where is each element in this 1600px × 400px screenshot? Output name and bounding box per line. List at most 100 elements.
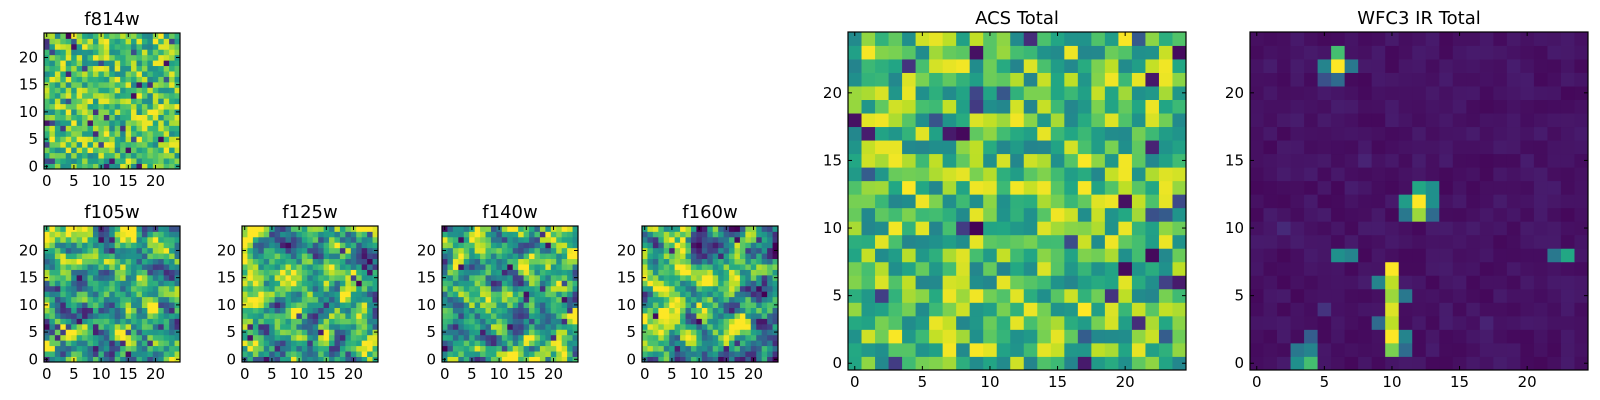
heatmap-cell (1104, 99, 1119, 114)
heatmap-cell (469, 253, 476, 260)
heatmap-cell (163, 318, 170, 325)
heatmap-cell (512, 274, 519, 281)
heatmap-cell (49, 136, 56, 143)
heatmap-cell (54, 109, 61, 115)
heatmap-cell (729, 334, 735, 341)
heatmap-cell (76, 236, 83, 243)
heatmap-cell (44, 103, 50, 110)
heatmap-cell (1452, 45, 1467, 60)
heatmap-cell (82, 163, 88, 170)
heatmap-cell (1520, 126, 1535, 141)
heatmap-cell (54, 318, 61, 325)
heatmap-cell (367, 307, 373, 314)
heatmap-cell (76, 231, 83, 238)
heatmap-cell (280, 285, 286, 292)
heatmap-cell (442, 334, 448, 341)
heatmap-cell (1493, 180, 1508, 195)
heatmap-cell (729, 264, 735, 270)
heatmap-cell (539, 340, 546, 347)
heatmap-cell (76, 98, 83, 105)
y-tick-label: 10 (823, 219, 842, 237)
heatmap-cell (1371, 167, 1386, 182)
heatmap-cell (87, 329, 94, 336)
heatmap-cell (1398, 113, 1413, 128)
heatmap-cell (452, 247, 459, 254)
heatmap-cell (169, 92, 175, 99)
heatmap-cell (550, 280, 557, 287)
heatmap-cell (147, 226, 154, 232)
heatmap-cell (65, 231, 72, 238)
heatmap-cell (523, 269, 530, 276)
heatmap-cell (1452, 140, 1467, 155)
heatmap-cell (983, 126, 998, 141)
heatmap-cell (1064, 248, 1079, 263)
heatmap-cell (490, 280, 497, 287)
heatmap-cell (152, 125, 159, 132)
heatmap-cell (65, 76, 72, 83)
heatmap-cell (1023, 207, 1038, 222)
heatmap-cell (329, 264, 335, 270)
heatmap-cell (707, 334, 714, 341)
heatmap-cell (750, 280, 757, 287)
heatmap-cell (875, 45, 889, 60)
heatmap-cell (902, 180, 916, 195)
heatmap-cell (361, 231, 368, 238)
heatmap-cell (76, 141, 83, 148)
heatmap-cell (147, 329, 154, 336)
heatmap-cell (345, 247, 352, 254)
heatmap-cell (480, 253, 486, 260)
heatmap-cell (152, 302, 159, 308)
heatmap-cell (125, 87, 132, 94)
heatmap-cell (263, 236, 270, 243)
heatmap-cell (1104, 153, 1119, 168)
heatmap-cell (258, 302, 265, 308)
heatmap-cell (469, 274, 476, 281)
heatmap-cell (169, 242, 175, 249)
heatmap-cell (329, 340, 335, 347)
heatmap-cell (512, 329, 519, 336)
heatmap-cell (54, 285, 61, 292)
x-tick-label: 5 (267, 365, 277, 383)
heatmap-cell (447, 264, 454, 270)
heatmap-cell (312, 285, 319, 292)
heatmap-cell (1479, 275, 1494, 290)
heatmap-cell (247, 280, 254, 287)
heatmap-cell (663, 274, 670, 281)
heatmap-cell (131, 242, 137, 249)
heatmap-cell (729, 329, 735, 336)
heatmap-cell (739, 291, 746, 298)
heatmap-cell (463, 269, 470, 276)
heatmap-cell (652, 291, 659, 298)
heatmap-cell (761, 318, 768, 325)
heatmap-cell (125, 136, 132, 143)
heatmap-cell (1331, 207, 1346, 222)
heatmap-cell (87, 114, 94, 121)
heatmap-cell (1304, 167, 1318, 182)
heatmap-cell (1290, 342, 1305, 357)
heatmap-cell (969, 32, 984, 46)
heatmap-cell (1344, 302, 1359, 317)
heatmap-cell (1158, 180, 1173, 195)
y-tick-label: 0 (28, 350, 38, 368)
heatmap-cell (480, 236, 486, 243)
heatmap-cell (339, 236, 346, 243)
heatmap-cell (485, 302, 492, 308)
heatmap-cell (512, 231, 519, 238)
heatmap-cell (290, 340, 297, 347)
heatmap-cell (334, 231, 341, 238)
heatmap-cell (114, 152, 121, 159)
heatmap-cell (356, 296, 363, 303)
heatmap-cell (561, 334, 568, 341)
heatmap-cell (247, 258, 254, 265)
heatmap-cell (485, 313, 492, 319)
heatmap-cell (1358, 140, 1373, 155)
heatmap-cell (334, 258, 341, 265)
heatmap-cell (888, 59, 903, 73)
heatmap-cell (1263, 167, 1278, 182)
heatmap-cell (701, 318, 708, 325)
heatmap-cell (285, 318, 292, 325)
heatmap-cell (125, 98, 132, 105)
heatmap-cell (1493, 167, 1508, 182)
heatmap-cell (356, 280, 363, 287)
heatmap-cell (707, 307, 714, 314)
